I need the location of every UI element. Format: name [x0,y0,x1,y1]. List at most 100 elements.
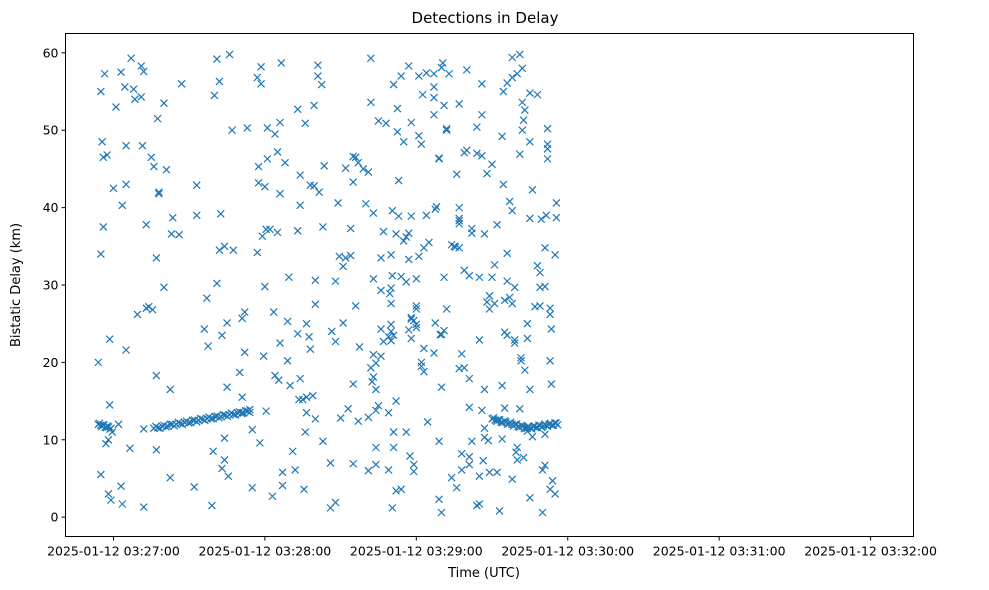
data-point [493,220,501,229]
data-point [372,359,380,368]
data-point [533,261,542,270]
data-point [331,337,340,346]
data-point [202,294,211,303]
data-point [414,72,423,80]
data-point [430,349,438,358]
data-point [460,363,469,372]
data-point [313,72,322,80]
data-point [237,409,246,418]
data-point [419,344,428,353]
data-point [419,367,428,376]
data-point [399,137,408,146]
data-point [515,150,524,159]
data-point [518,98,527,107]
data-point [394,176,403,185]
data-point [162,165,171,174]
data-point [137,93,146,101]
data-point [253,248,262,257]
data-point [525,493,534,502]
data-point [118,201,127,210]
data-point [490,299,499,308]
data-point [498,132,507,141]
data-point [404,325,413,334]
data-point [245,408,254,417]
data-point [336,414,345,423]
data-point [435,495,443,504]
data-point [213,279,221,288]
data-point [382,119,390,128]
data-point [488,160,496,169]
data-point [388,206,397,215]
data-point [320,161,329,170]
x-tick-label: 2025-01-12 03:32:00 [804,544,937,559]
data-point [354,158,363,167]
data-point [349,459,358,468]
data-point [387,250,395,259]
data-point [445,69,454,78]
data-point [412,274,421,283]
data-point [103,151,112,159]
data-point [104,435,113,444]
data-point [293,226,302,235]
data-point [148,305,157,314]
data-point [455,216,464,225]
x-axis-label: Time (UTC) [447,566,520,581]
data-point [407,118,416,127]
data-point [192,211,201,220]
data-point [484,436,493,445]
data-point [327,327,336,336]
data-point [296,201,305,210]
data-point [508,73,517,82]
data-point [387,320,395,329]
data-point [528,432,537,441]
data-point [276,339,284,347]
data-point [167,230,176,238]
y-axis-label: Bistatic Delay (km) [9,223,24,347]
data-point [278,481,287,490]
data-point [437,508,446,517]
data-point [319,223,327,231]
data-point [229,246,238,255]
data-point [243,123,252,132]
data-point [377,286,385,295]
data-point [387,336,395,345]
data-point [368,377,377,386]
data-point [127,54,136,63]
data-point [440,101,448,110]
data-point [223,383,231,392]
data-point [369,274,378,283]
data-point [122,141,130,150]
data-point [313,61,322,70]
data-point [210,91,219,100]
data-point [162,423,171,431]
data-point [457,466,466,474]
data-point [505,197,514,206]
data-point [548,476,557,485]
data-point [510,283,519,292]
data-point [440,326,448,335]
data-point [351,301,360,310]
y-tick-label: 10 [43,432,59,447]
data-point [425,238,433,247]
data-point [437,383,446,392]
data-point [478,79,486,88]
data-point [455,99,464,108]
data-point [341,253,350,262]
data-point [384,408,393,417]
data-point [478,406,486,415]
data-point [452,170,461,179]
data-point [302,408,311,417]
data-point [284,273,293,282]
data-point [404,255,413,264]
data-point [138,141,147,150]
data-point [546,310,554,319]
data-point [374,117,383,125]
data-point [301,428,310,436]
data-point [166,473,175,482]
data-point [536,268,544,277]
data-point [430,93,438,102]
x-axis: 2025-01-12 03:27:00 2025-01-12 03:28:00 20… [47,536,937,559]
data-point [541,430,549,439]
data-point [262,225,271,234]
data-point [341,164,350,173]
